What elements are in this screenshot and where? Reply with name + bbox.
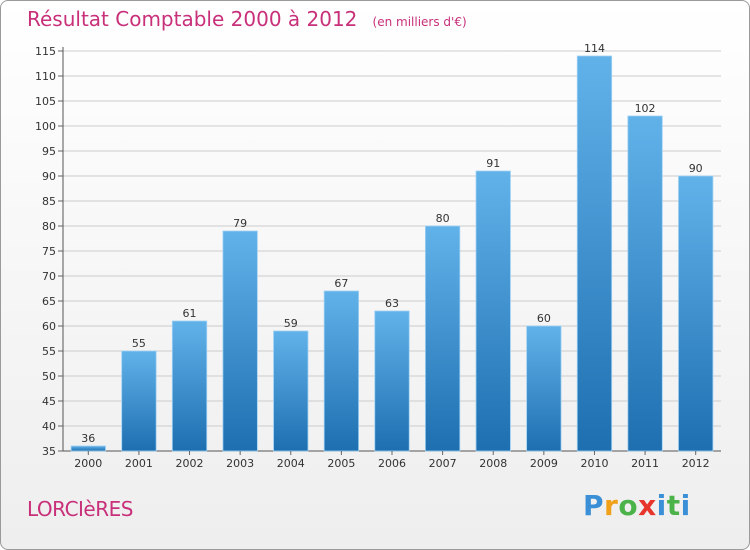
bar [425,225,461,452]
x-tick-label: 2004 [277,457,305,470]
y-tick-label: 105 [35,95,56,108]
chart-title: Résultat Comptable 2000 à 2012 [27,7,358,31]
y-tick-label: 60 [42,320,56,333]
y-tick-label: 50 [42,370,56,383]
y-tick-label: 55 [42,345,56,358]
y-tick-label: 110 [35,70,56,83]
data-labels: 36 55 61 79 59 67 63 80 91 60 114 102 90 [81,42,702,445]
x-tick-labels: 2000 2001 2002 2003 2004 2005 2006 2007 2008 2009… [74,451,710,470]
data-label: 63 [385,297,399,310]
data-label: 55 [132,337,146,350]
y-tick-labels: 35 40 45 50 55 60 65 70 75 80 85 90 95 100 105 110 115 [35,45,56,458]
bar [576,55,613,452]
bar [526,325,562,452]
data-label: 67 [334,277,348,290]
brand-logo: Proxiti [583,489,691,522]
x-tick-label: 2000 [74,457,102,470]
place-name: LORCIèRES [27,497,133,521]
brand-logo-letter: o [618,489,639,522]
bar [273,330,309,452]
brand-logo-letter: r [604,489,619,522]
data-label: 59 [284,317,298,330]
x-tick-label: 2007 [429,457,457,470]
title-row: Résultat Comptable 2000 à 2012 (en milli… [27,7,467,31]
brand-logo-letter: P [583,489,605,522]
x-tick-label: 2009 [530,457,558,470]
data-label: 90 [689,162,703,175]
brand-logo-letter: i [656,489,667,522]
bar [171,320,208,452]
data-label: 60 [537,312,551,325]
brand-logo-letter: i [680,489,691,522]
brand-logo-letter: t [666,489,681,522]
bar [627,115,663,452]
data-label: 61 [183,307,197,320]
bar [323,290,359,452]
brand-logo-letter: x [638,489,657,522]
bar [475,170,511,452]
x-tick-label: 2002 [176,457,204,470]
data-label: 102 [635,102,656,115]
y-tick-label: 90 [42,170,56,183]
x-tick-label: 2010 [580,457,608,470]
y-tick-label: 65 [42,295,56,308]
x-tick-label: 2003 [226,457,254,470]
y-tick-label: 70 [42,270,56,283]
data-label: 91 [486,157,500,170]
chart-subtitle: (en milliers d'€) [372,15,467,29]
y-tick-label: 80 [42,220,56,233]
x-tick-label: 2012 [682,457,710,470]
bar [374,310,410,452]
y-tick-label: 75 [42,245,56,258]
y-tick-label: 85 [42,195,56,208]
y-tick-label: 115 [35,45,56,58]
x-tick-label: 2011 [631,457,659,470]
data-label: 80 [436,212,450,225]
y-tick-label: 35 [42,445,56,458]
x-tick-label: 2005 [327,457,355,470]
y-tick-label: 45 [42,395,56,408]
bar [70,445,106,452]
data-label: 79 [233,217,247,230]
bars [70,55,714,452]
x-tick-label: 2008 [479,457,507,470]
data-label: 36 [81,432,95,445]
bar [222,230,258,452]
y-tick-label: 100 [35,120,56,133]
y-tick-label: 95 [42,145,56,158]
y-tick-label: 40 [42,420,56,433]
data-label: 114 [584,42,605,55]
bar [121,350,157,452]
x-tick-label: 2006 [378,457,406,470]
bar [678,175,714,452]
x-tick-label: 2001 [125,457,153,470]
